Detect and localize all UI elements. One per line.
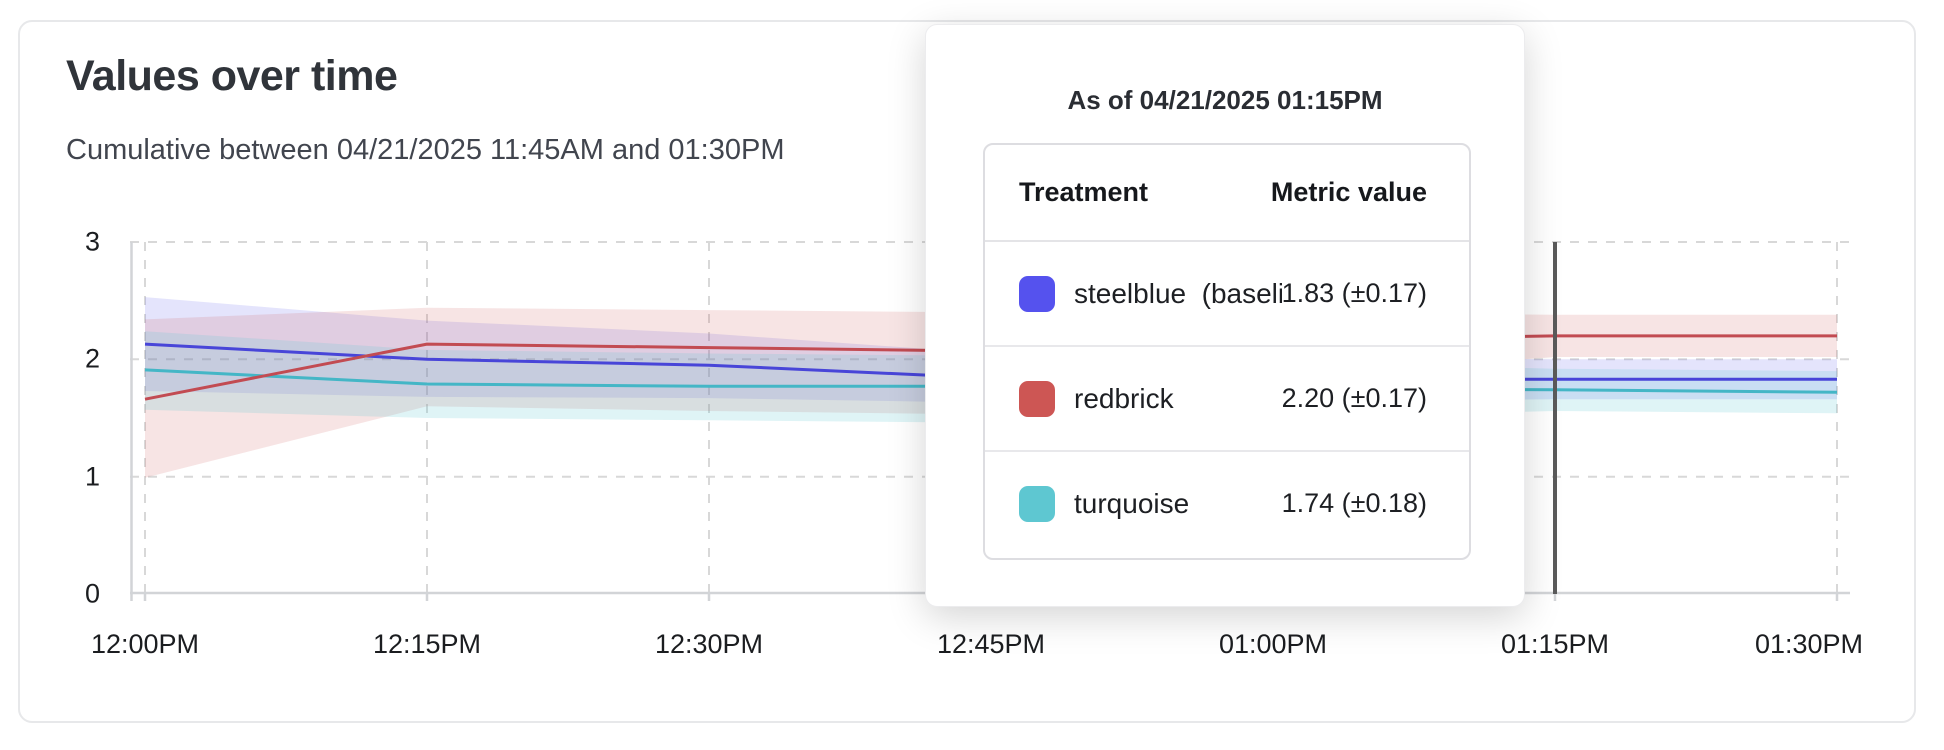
tooltip-col-treatment: Treatment — [1019, 177, 1149, 207]
metric-value: 1.83 (±0.17) — [1281, 278, 1427, 308]
tooltip-row: turquoise 1.74 (±0.18) — [985, 452, 1469, 555]
y-axis-tick-label: 3 — [84, 226, 100, 257]
y-axis-tick-label: 0 — [84, 578, 100, 609]
y-axis-tick-label: 2 — [84, 343, 100, 374]
x-axis-tick-label: 12:45PM — [936, 629, 1046, 659]
x-axis-tick-label: 12:30PM — [654, 629, 764, 659]
chart-title: Values over time — [66, 52, 398, 100]
tooltip-table: Treatment Metric value steelblue (baseli… — [983, 143, 1471, 560]
legend-swatch-icon — [1019, 485, 1055, 522]
tooltip-table-header: Treatment Metric value — [985, 145, 1469, 242]
tooltip-col-metric-value: Metric value — [1270, 177, 1427, 207]
tooltip-row: redbrick 2.20 (±0.17) — [985, 347, 1469, 452]
chart-subtitle: Cumulative between 04/21/2025 11:45AM an… — [66, 134, 785, 166]
x-axis-tick-label: 01:00PM — [1218, 629, 1328, 659]
legend-swatch-icon — [1019, 275, 1055, 312]
hover-tooltip: As of 04/21/2025 01:15PM Treatment Metri… — [925, 24, 1525, 607]
legend-swatch-icon — [1019, 380, 1055, 417]
tooltip-table-body: steelblue (baseli 1.83 (±0.17) redbrick 2.2… — [985, 242, 1469, 555]
metric-value: 2.20 (±0.17) — [1281, 383, 1427, 413]
x-axis-tick-label: 01:15PM — [1500, 629, 1610, 659]
chart-card: Values over time Cumulative between 04/2… — [18, 20, 1916, 723]
treatment-label: steelblue (baseli — [1074, 277, 1282, 309]
metric-value: 1.74 (±0.18) — [1281, 488, 1427, 518]
treatment-label: redbrick — [1074, 382, 1174, 414]
treatment-label: turquoise — [1074, 487, 1190, 519]
tooltip-row: steelblue (baseli 1.83 (±0.17) — [985, 242, 1469, 347]
x-axis-tick-label: 01:30PM — [1754, 629, 1864, 659]
x-axis-tick-label: 12:15PM — [372, 629, 482, 659]
x-axis-tick-label: 12:00PM — [90, 629, 200, 659]
y-axis-tick-label: 1 — [84, 461, 100, 492]
tooltip-title: As of 04/21/2025 01:15PM — [1067, 85, 1383, 115]
